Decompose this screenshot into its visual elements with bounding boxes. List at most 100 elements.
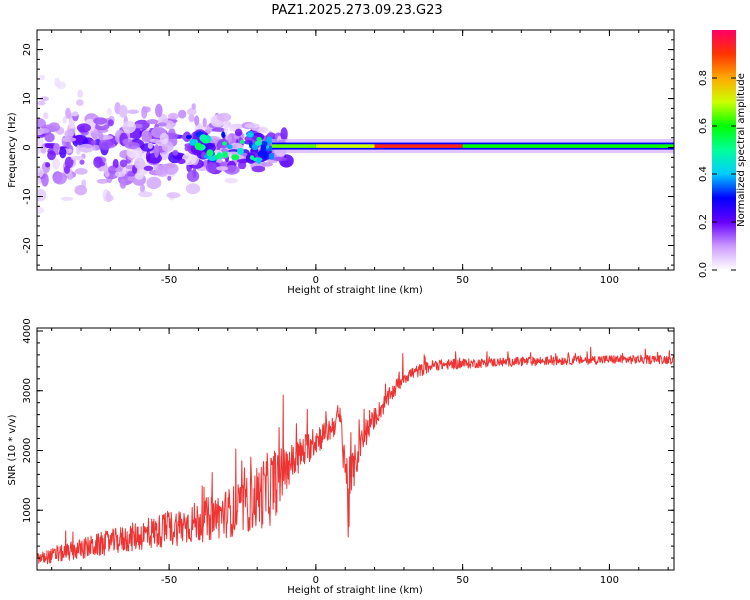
ridge-segment — [271, 144, 316, 148]
spectrogram-x-tick-label: 100 — [600, 275, 619, 286]
heatmap-hotspot — [260, 144, 267, 153]
heatmap-blob — [98, 132, 104, 141]
snr-y-tick-label: 3000 — [22, 378, 33, 403]
heatmap-blob — [191, 103, 196, 110]
heatmap-hotspot — [239, 139, 245, 144]
heatmap-blob — [146, 119, 159, 125]
heatmap-blob — [141, 106, 148, 119]
snr-frame — [36, 327, 675, 571]
heatmap-blob — [167, 175, 172, 181]
snr-x-tick-label: 0 — [313, 575, 319, 586]
spectrogram-y-tick-label: 0 — [22, 144, 33, 150]
heatmap-blob — [52, 158, 60, 170]
heatmap-blob — [37, 167, 44, 178]
spectrogram-y-axis-title: Frequency (Hz) — [7, 112, 18, 188]
spectrogram-x-axis-title: Height of straight line (km) — [287, 285, 423, 296]
heatmap-blob — [194, 115, 200, 126]
spectrogram-y-tick-label: -20 — [22, 237, 33, 253]
heatmap-blob — [77, 89, 83, 99]
heatmap-blob — [172, 149, 179, 156]
heatmap-blob — [37, 101, 46, 106]
heatmap-hotspot — [246, 132, 254, 137]
heatmap-blob — [54, 77, 61, 88]
heatmap-blob — [85, 114, 99, 119]
spectrogram-y-tick-label: -10 — [22, 188, 33, 204]
heatmap-hotspot — [206, 149, 214, 157]
heatmap-hotspot — [189, 139, 197, 146]
heatmap-blob — [37, 188, 47, 202]
heatmap-blob — [53, 172, 67, 185]
heatmap-blob — [261, 162, 274, 167]
heatmap-blob — [141, 130, 152, 143]
heatmap-blob — [216, 112, 232, 122]
heatmap-hotspot — [257, 150, 268, 157]
heatmap-blob — [71, 111, 79, 117]
heatmap-hotspot — [256, 157, 262, 164]
heatmap-blob — [74, 185, 88, 196]
heatmap-hotspot — [201, 138, 211, 144]
heatmap-blob — [140, 183, 145, 194]
heatmap-blob — [188, 114, 195, 123]
heatmap-blob — [192, 167, 197, 178]
spectrogram-panel: -50 0 50 100 -20 -10 0 10 20 Height of straight … — [7, 29, 675, 296]
heatmap-blob — [127, 176, 136, 182]
heatmap-hotspot — [255, 140, 262, 146]
heatmap-blob — [93, 117, 108, 125]
heatmap-blob — [119, 159, 128, 168]
snr-y-tick-label: 2000 — [22, 438, 33, 463]
heatmap-blob — [96, 178, 109, 184]
heatmap-blob — [244, 123, 261, 129]
chart-title: PAZ1.2025.273.09.23.G23 — [271, 3, 442, 18]
heatmap-blob — [64, 129, 74, 139]
heatmap-blob — [78, 143, 95, 153]
colorbar: 0.0 0.2 0.4 0.6 0.8 Normalized spectral ampl… — [698, 30, 747, 278]
heatmap-blob — [229, 124, 238, 132]
heatmap-hotspot — [222, 141, 227, 146]
heatmap-blob — [60, 196, 74, 201]
heatmap-blob — [119, 178, 127, 189]
snr-y-tick-label: 1000 — [22, 498, 33, 523]
heatmap-blob — [98, 161, 106, 167]
heatmap-blob — [43, 112, 49, 120]
heatmap-blob — [53, 142, 61, 156]
heatmap-blob — [147, 142, 153, 149]
heatmap-blob — [39, 96, 50, 102]
heatmap-hotspot — [249, 155, 255, 160]
heatmap-hotspot — [268, 152, 275, 160]
snr-panel: -50 0 50 100 1000 2000 3000 4000 Height of stra… — [7, 318, 675, 596]
heatmap-blob — [161, 116, 169, 123]
snr-x-tick-label: 50 — [456, 575, 469, 586]
heatmap-blob — [159, 132, 169, 145]
heatmap-blob — [37, 137, 44, 147]
colorbar-tick-label: 0.2 — [698, 214, 709, 230]
heatmap-blob — [39, 74, 46, 81]
heatmap-blob — [66, 172, 74, 180]
heatmap-blob — [114, 167, 123, 172]
heatmap-blob — [178, 109, 187, 119]
snr-series-line — [37, 346, 674, 565]
heatmap-blob — [115, 171, 126, 178]
heatmap-blob — [234, 128, 243, 137]
heatmap-blob — [122, 120, 136, 134]
heatmap-blob — [202, 117, 207, 128]
heatmap-hotspot — [207, 156, 218, 161]
spectrogram-frame — [36, 29, 675, 271]
heatmap-blob — [61, 137, 77, 142]
heatmap-blob — [185, 183, 201, 195]
heatmap-blob — [106, 108, 112, 116]
heatmap-blob — [166, 192, 181, 199]
snr-ticks: -50 0 50 100 1000 2000 3000 4000 — [22, 318, 674, 586]
heatmap-blob — [134, 173, 144, 180]
heatmap-blob — [65, 107, 71, 119]
heatmap-blob — [124, 142, 140, 149]
heatmap-blob — [37, 206, 45, 215]
heatmap-blob — [48, 122, 60, 132]
colorbar-tick-label: 0.4 — [698, 166, 709, 182]
heatmap-blob — [224, 177, 238, 184]
snr-y-tick-label: 4000 — [22, 318, 33, 343]
colorbar-tick-label: 0.0 — [698, 262, 709, 278]
colorbar-ticks: 0.0 0.2 0.4 0.6 0.8 — [698, 70, 736, 278]
heatmap-blob — [47, 150, 56, 161]
snr-y-axis-title: SNR (10 * v/v) — [7, 414, 18, 485]
